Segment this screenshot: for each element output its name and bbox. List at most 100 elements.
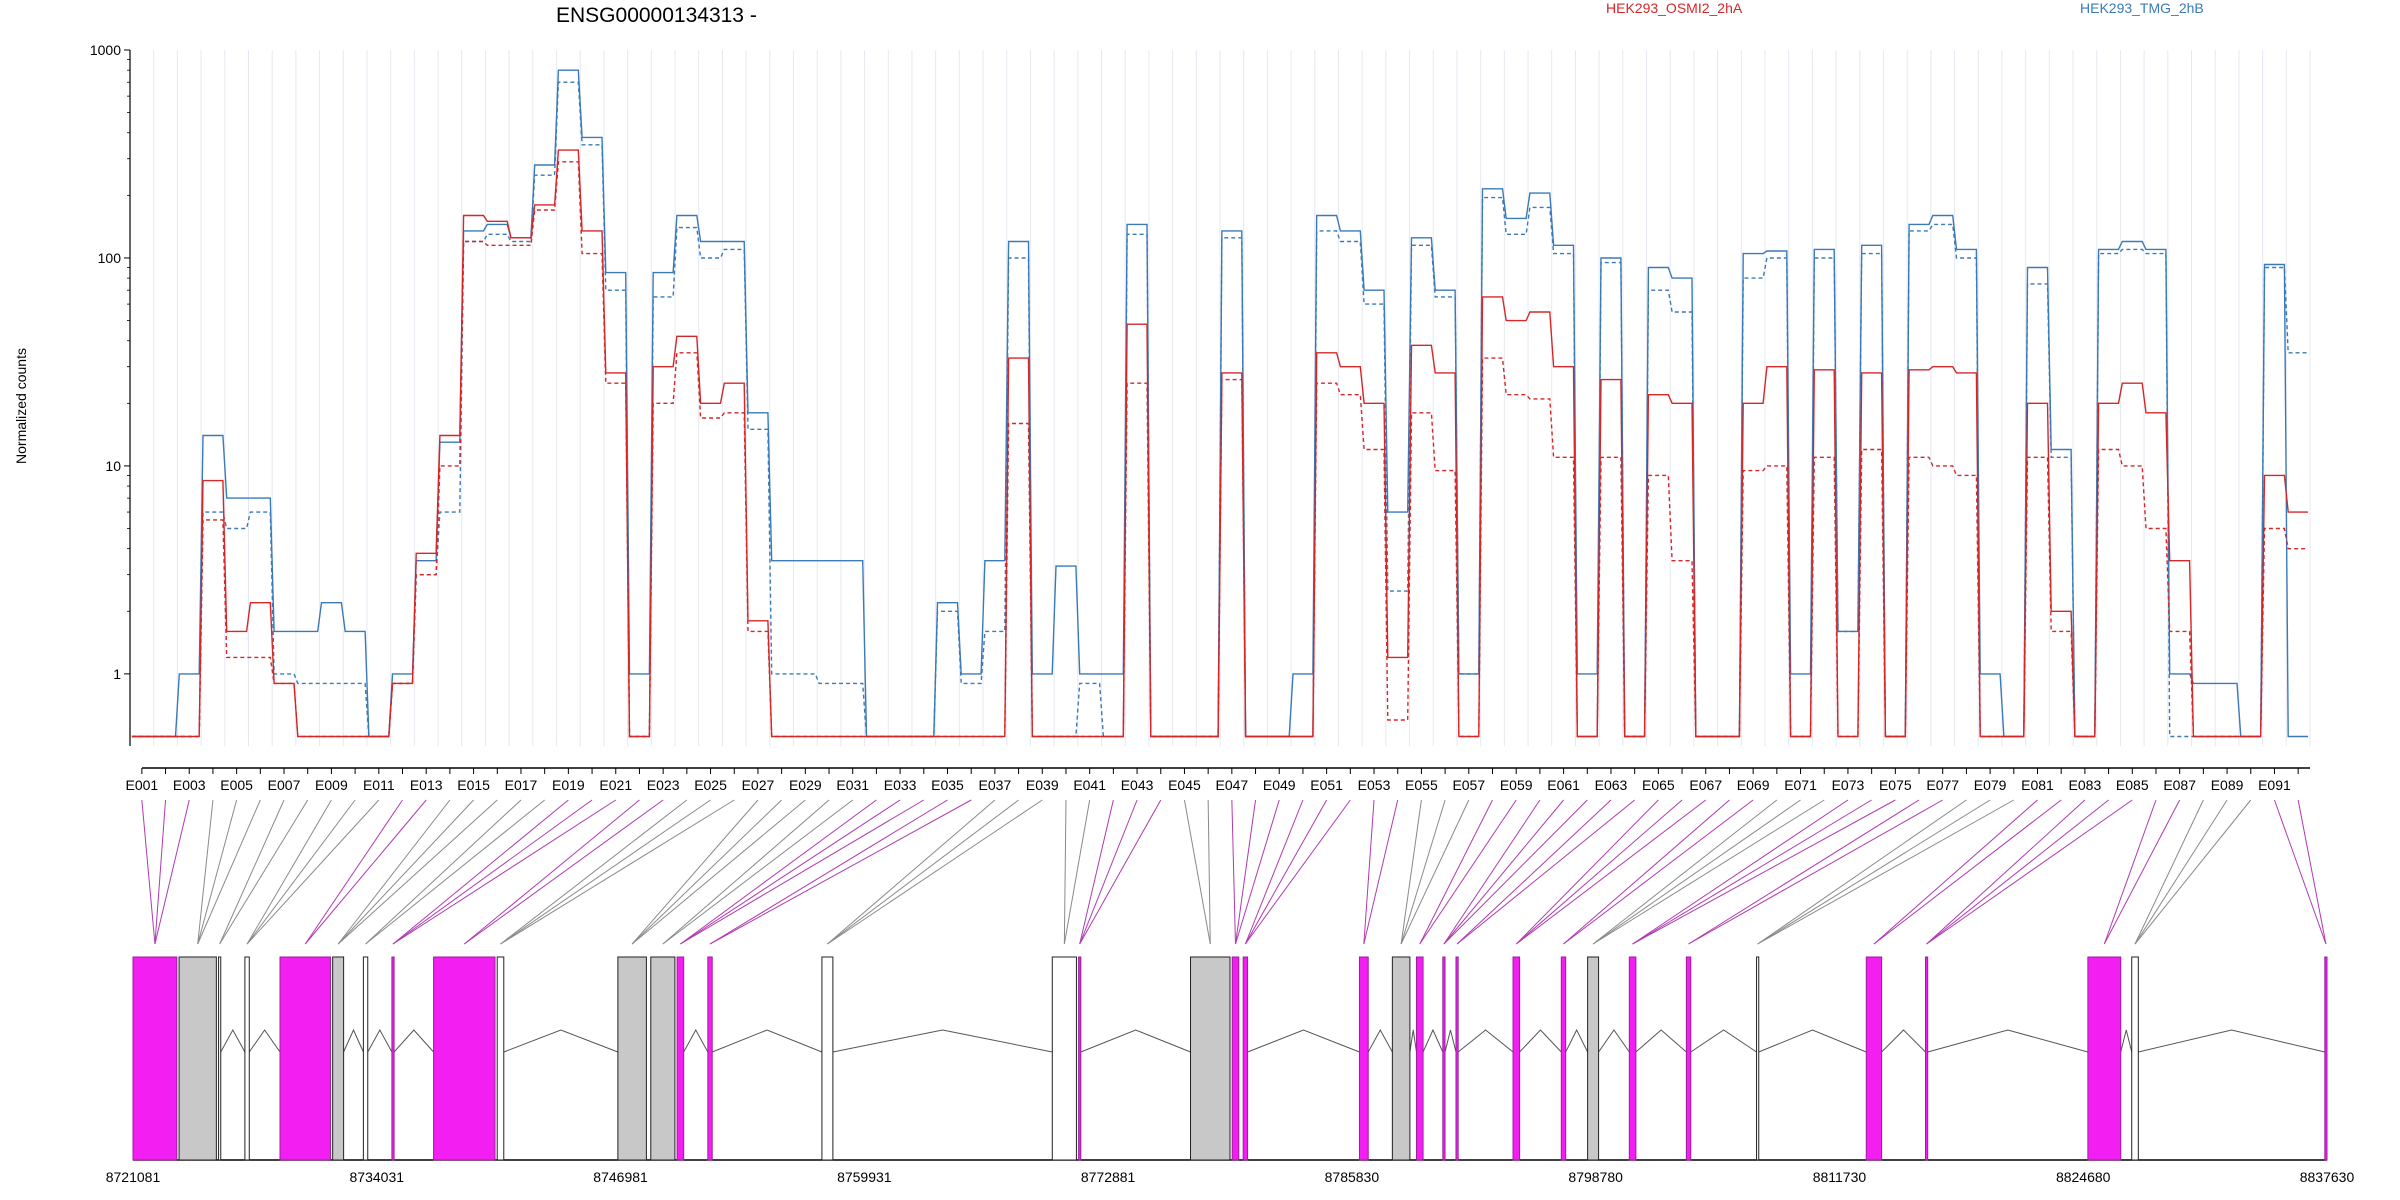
exon-connector xyxy=(1926,799,2086,945)
exon-connector xyxy=(392,799,569,945)
intron xyxy=(248,1029,281,1053)
exon-connector xyxy=(246,799,356,945)
exon-connector xyxy=(1234,799,1257,945)
exon-block xyxy=(1560,956,1567,1161)
exon-block xyxy=(2324,956,2328,1161)
series-lines xyxy=(131,69,2309,738)
intron xyxy=(1927,1029,2088,1053)
genome-coordinate-label: 8824680 xyxy=(2056,1169,2111,1185)
exon-connector xyxy=(304,799,403,945)
intron xyxy=(367,1028,393,1053)
exon-connector xyxy=(662,799,854,945)
exon-connector xyxy=(197,799,214,945)
axes: 1000 100 10 1 xyxy=(90,42,2310,769)
gene-model xyxy=(132,956,2328,1161)
exon-connector xyxy=(337,799,451,945)
intron xyxy=(220,1028,246,1053)
exon-connector xyxy=(2103,799,2157,945)
intron xyxy=(393,1029,434,1053)
exon-block xyxy=(617,956,647,1161)
exon-connector xyxy=(365,799,522,945)
x-tick-label: E017 xyxy=(505,777,538,793)
exon-connector xyxy=(337,799,498,945)
exon-block xyxy=(332,956,345,1161)
x-tick-label: E071 xyxy=(1784,777,1817,793)
exon-connector xyxy=(1592,799,1801,945)
x-tick-label: E023 xyxy=(647,777,680,793)
exon-block xyxy=(1415,956,1424,1161)
exon-connector xyxy=(1183,799,1211,945)
exon-connector xyxy=(827,799,996,945)
legend: HEK293_OSMI2_2hA HEK293_TMG_2hB xyxy=(1606,0,2204,16)
genome-coordinate-label: 8811730 xyxy=(1813,1169,1867,1185)
exon-connector xyxy=(1592,799,1825,945)
y-tick-label: 1 xyxy=(113,666,121,682)
intron xyxy=(1409,1029,1417,1053)
exon-block xyxy=(244,956,250,1161)
exon-connector xyxy=(337,799,474,945)
x-tick-label: E039 xyxy=(1026,777,1059,793)
exon-connector xyxy=(1873,799,2062,945)
x-axis-ticks: E001 E003 E005 E007 E009 E011 E013 E015 E017 E019… xyxy=(125,768,2299,793)
exon-connector xyxy=(1244,799,1304,945)
exon-block xyxy=(1442,956,1446,1161)
exon-connector xyxy=(1456,799,1635,945)
intron xyxy=(1367,1028,1393,1053)
genome-coordinate-label: 8734031 xyxy=(350,1169,405,1185)
exon-block xyxy=(1924,956,1929,1161)
exon-connector xyxy=(1363,799,1375,945)
intron xyxy=(343,1028,364,1053)
exon-connector xyxy=(197,799,238,945)
intron xyxy=(683,1028,709,1053)
exon-block xyxy=(1756,956,1760,1161)
exon-block xyxy=(707,956,713,1161)
exon-connector xyxy=(1063,799,1067,945)
x-tick-label: E085 xyxy=(2116,777,2149,793)
intron xyxy=(1758,1029,1867,1053)
genome-coordinate-label: 8721081 xyxy=(106,1169,161,1185)
y-tick-label: 100 xyxy=(98,250,122,266)
x-tick-label: E091 xyxy=(2258,777,2291,793)
intron xyxy=(1080,1029,1191,1053)
exon-connector xyxy=(197,799,261,945)
exon-block xyxy=(1865,956,1883,1161)
exon-connector xyxy=(1363,799,1399,945)
exon-connector xyxy=(1563,799,1730,945)
exon-connector xyxy=(1456,799,1612,945)
x-tick-label: E049 xyxy=(1263,777,1296,793)
x-tick-label: E079 xyxy=(1974,777,2007,793)
exon-connector xyxy=(1207,799,1211,945)
intron xyxy=(1598,1029,1630,1053)
x-tick-label: E029 xyxy=(789,777,822,793)
x-tick-label: E025 xyxy=(694,777,727,793)
x-tick-label: E013 xyxy=(410,777,443,793)
y-tick-label: 10 xyxy=(105,458,121,474)
exon-block xyxy=(132,956,178,1161)
x-tick-label: E077 xyxy=(1926,777,1959,793)
exon-connector xyxy=(365,799,545,945)
exon-connector xyxy=(1244,799,1328,945)
x-tick-label: E051 xyxy=(1310,777,1343,793)
exon-connector xyxy=(1926,799,2133,945)
x-tick-label: E069 xyxy=(1737,777,1770,793)
x-tick-label: E045 xyxy=(1168,777,1201,793)
genome-coordinate-label: 8798780 xyxy=(1568,1169,1623,1185)
exon-connector xyxy=(246,799,380,945)
y-axis-label: Normalized counts xyxy=(13,348,29,464)
exon-connector xyxy=(154,799,190,945)
exon-connector xyxy=(1688,799,1920,945)
exon-block xyxy=(178,956,217,1161)
exon-connector xyxy=(1443,799,1564,945)
exon-connector xyxy=(154,799,167,945)
genome-coordinate-label: 8759931 xyxy=(837,1169,892,1185)
intron xyxy=(2120,1029,2133,1053)
exon-connector xyxy=(1516,799,1707,945)
exon-connector xyxy=(2297,799,2327,945)
intron xyxy=(832,1029,1053,1053)
exon-connector xyxy=(1873,799,2038,945)
exon-block xyxy=(1587,956,1600,1161)
exon-connector xyxy=(2273,799,2327,945)
exon-connector xyxy=(1235,799,1280,945)
exon-connector xyxy=(1757,799,1967,945)
exon-connector xyxy=(1244,799,1351,945)
